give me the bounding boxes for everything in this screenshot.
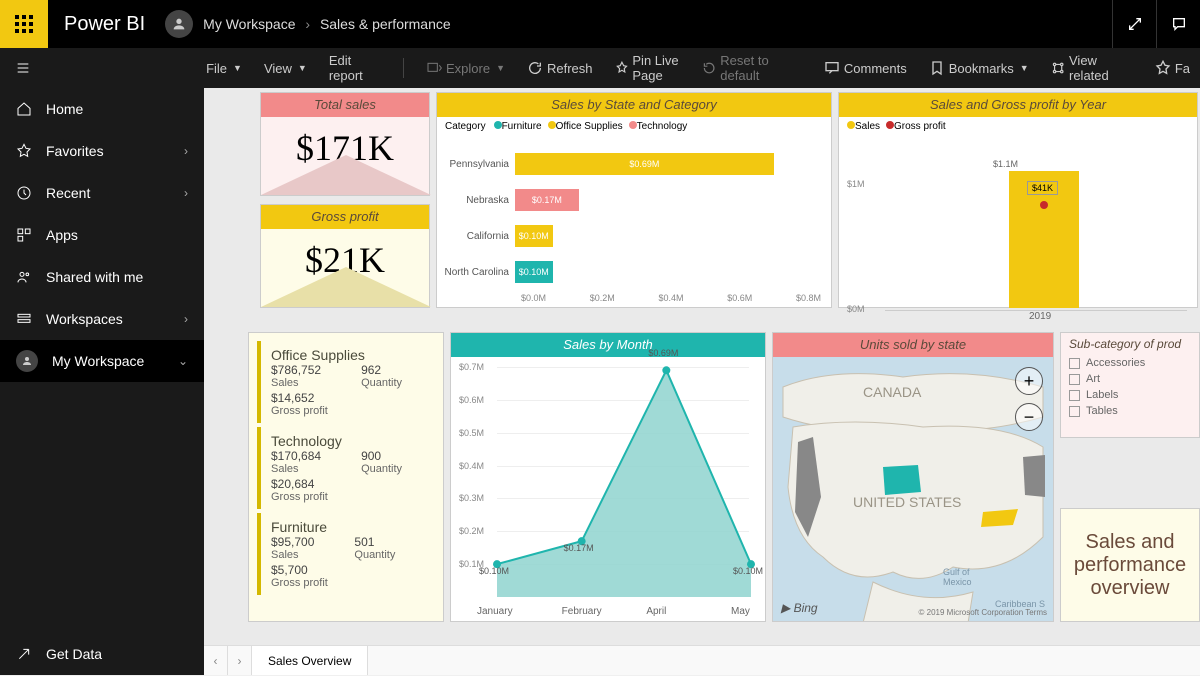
tab-scroll-left[interactable]: ‹ (204, 646, 228, 675)
tab-sales-overview[interactable]: Sales Overview (252, 646, 368, 675)
nav-recent[interactable]: Recent› (0, 172, 204, 214)
svg-text:CANADA: CANADA (863, 384, 922, 400)
nav-toggle-button[interactable] (0, 60, 46, 76)
chart-title: Units sold by state (773, 333, 1053, 357)
favorite-button[interactable]: Fa (1155, 60, 1190, 76)
bar-row: North Carolina$0.10M (437, 254, 831, 290)
view-related-button[interactable]: View related (1051, 53, 1133, 83)
checkbox-icon[interactable] (1069, 406, 1080, 417)
checkbox-icon[interactable] (1069, 390, 1080, 401)
chart-title: Sales and Gross profit by Year (839, 93, 1197, 117)
app-launcher-button[interactable] (0, 0, 48, 48)
user-avatar-icon[interactable] (165, 10, 193, 38)
tab-scroll-right[interactable]: › (228, 646, 252, 675)
refresh-button[interactable]: Refresh (527, 60, 593, 76)
breadcrumb-workspace[interactable]: My Workspace (203, 16, 295, 32)
breadcrumb: My Workspace › Sales & performance (203, 16, 451, 32)
brand-label: Power BI (64, 13, 145, 36)
nav-apps[interactable]: Apps (0, 214, 204, 256)
category-card: Office Supplies $786,752Sales962Quantity… (257, 341, 435, 423)
sales-by-month-chart[interactable]: Sales by Month $0.7M$0.6M$0.5M$0.4M$0.3M… (450, 332, 766, 622)
page-tabs: ‹ › Sales Overview (204, 645, 1200, 675)
slicer-option[interactable]: Accessories (1061, 355, 1199, 371)
toolbar: File▼ View▼ Edit report Explore▼ Refresh… (0, 48, 1200, 88)
chart-title: Sales by Month (451, 333, 765, 357)
chevron-down-icon: ⌄ (178, 354, 188, 368)
chat-button[interactable] (1156, 0, 1200, 48)
checkbox-icon[interactable] (1069, 374, 1080, 385)
map-zoom-in-button[interactable]: + (1015, 367, 1043, 395)
nav-my-workspace[interactable]: My Workspace⌄ (0, 340, 204, 382)
explore-button[interactable]: Explore▼ (426, 60, 505, 76)
sales-by-year-chart[interactable]: Sales and Gross profit by Year SalesGros… (838, 92, 1198, 308)
chart-legend: SalesGross profit (839, 117, 1197, 136)
bookmarks-button[interactable]: Bookmarks▼ (929, 60, 1029, 76)
bar-row: Nebraska$0.17M (437, 182, 831, 218)
svg-text:UNITED STATES: UNITED STATES (853, 494, 961, 510)
map-brand: ▶ Bing (781, 601, 818, 615)
checkbox-icon[interactable] (1069, 358, 1080, 369)
nav-favorites[interactable]: Favorites› (0, 130, 204, 172)
chart-legend: Category FurnitureOffice SuppliesTechnol… (437, 117, 831, 136)
slicer-title: Sub-category of prod (1061, 333, 1199, 355)
report-title-card: Sales andperformanceoverview (1060, 508, 1200, 622)
file-menu[interactable]: File▼ (206, 61, 242, 76)
nav-workspaces[interactable]: Workspaces› (0, 298, 204, 340)
kpi-header: Total sales (261, 93, 429, 117)
chart-title: Sales by State and Category (437, 93, 831, 117)
kpi-gross-profit[interactable]: Gross profit $21K (260, 204, 430, 308)
sales-by-state-chart[interactable]: Sales by State and Category Category Fur… (436, 92, 832, 308)
fullscreen-button[interactable] (1112, 0, 1156, 48)
bar-row: California$0.10M (437, 218, 831, 254)
map-zoom-out-button[interactable]: − (1015, 403, 1043, 431)
kpi-header: Gross profit (261, 205, 429, 229)
svg-text:Gulf of: Gulf of (943, 567, 970, 577)
breadcrumb-report: Sales & performance (320, 16, 451, 32)
edit-report-button[interactable]: Edit report (329, 53, 381, 83)
nav-shared[interactable]: Shared with me (0, 256, 204, 298)
report-canvas: Total sales $171K Gross profit $21K Sale… (204, 88, 1200, 645)
kpi-total-sales[interactable]: Total sales $171K (260, 92, 430, 196)
pin-button[interactable]: Pin Live Page (615, 53, 702, 83)
category-card: Technology $170,684Sales900Quantity $20,… (257, 427, 435, 509)
category-cards[interactable]: Office Supplies $786,752Sales962Quantity… (248, 332, 444, 622)
slicer-option[interactable]: Tables (1061, 403, 1199, 419)
units-by-state-map[interactable]: Units sold by state CANADA UNITED STATES… (772, 332, 1054, 622)
nav-get-data[interactable]: Get Data (0, 633, 204, 675)
comments-button[interactable]: Comments (824, 60, 907, 76)
left-nav: Home Favorites› Recent› Apps Shared with… (0, 88, 204, 675)
category-card: Furniture $95,700Sales501Quantity $5,700… (257, 513, 435, 595)
subcategory-slicer[interactable]: Sub-category of prod AccessoriesArtLabel… (1060, 332, 1200, 438)
slicer-option[interactable]: Labels (1061, 387, 1199, 403)
reset-button[interactable]: Reset to default (702, 53, 802, 83)
slicer-option[interactable]: Art (1061, 371, 1199, 387)
top-header: Power BI My Workspace › Sales & performa… (0, 0, 1200, 48)
svg-text:Mexico: Mexico (943, 577, 972, 587)
bar-row: Pennsylvania$0.69M (437, 146, 831, 182)
nav-home[interactable]: Home (0, 88, 204, 130)
map-attribution: © 2019 Microsoft Corporation Terms (919, 608, 1047, 617)
view-menu[interactable]: View▼ (264, 61, 307, 76)
